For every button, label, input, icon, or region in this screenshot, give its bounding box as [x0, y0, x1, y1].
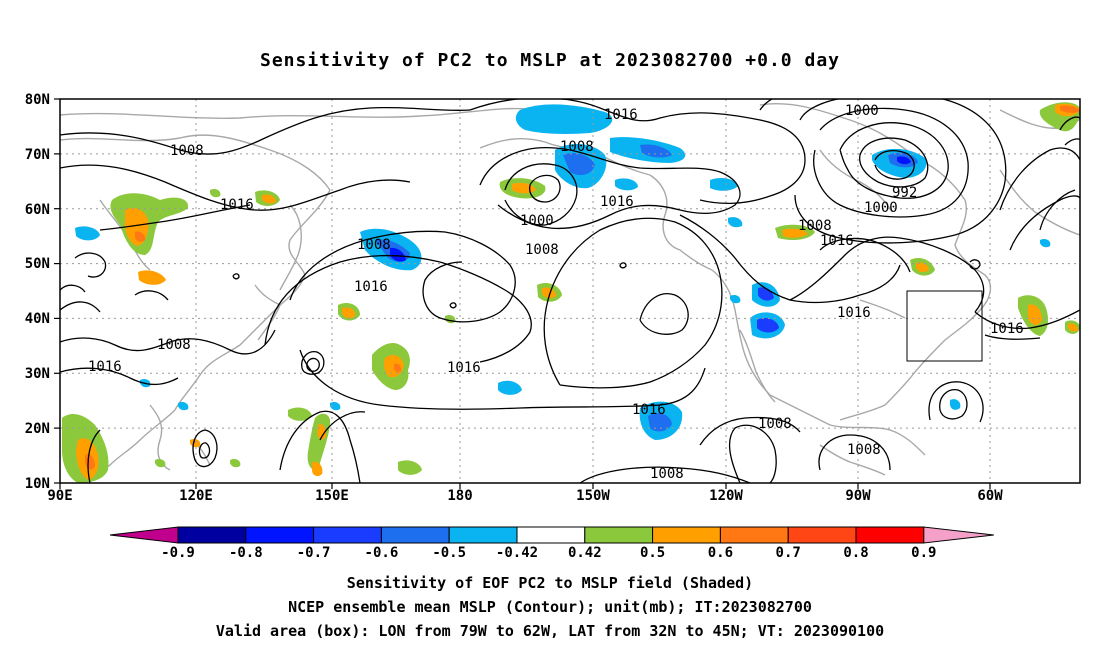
- contour-label: 1008: [170, 143, 204, 159]
- colorbar-segment: [719, 526, 789, 544]
- colorbar-segment: [313, 526, 382, 544]
- lat-label: 30N: [25, 366, 50, 382]
- lat-label: 60N: [25, 202, 50, 218]
- lon-label: 90W: [845, 488, 871, 504]
- contour-label: 1016: [604, 107, 638, 123]
- lat-label: 20N: [25, 421, 50, 437]
- colorbar-label: 0.5: [640, 545, 665, 561]
- contour-label: 1008: [798, 218, 832, 234]
- contour-label: 1016: [632, 402, 666, 418]
- contour-label: 1016: [990, 321, 1024, 337]
- lon-label: 180: [447, 488, 472, 504]
- mslp-contours: [60, 99, 1080, 483]
- colorbar-label: 0.8: [843, 545, 868, 561]
- colorbar: -0.9 -0.8 -0.7 -0.6 -0.5 -0.42 0.42 0.5 0.6 0.7 0.…: [109, 526, 994, 561]
- map-frame: [59, 98, 1081, 484]
- colorbar-segment: [245, 526, 315, 544]
- contour-label: 1016: [447, 360, 481, 376]
- lon-label: 90E: [47, 488, 72, 504]
- contour-label: 1008: [758, 416, 792, 432]
- colorbar-label: -0.6: [365, 545, 399, 561]
- lon-label: 150E: [315, 488, 349, 504]
- lat-label: 40N: [25, 311, 50, 327]
- lon-label: 120W: [709, 488, 743, 504]
- figure-title: Sensitivity of PC2 to MSLP at 2023082700…: [259, 50, 840, 71]
- colorbar-segment: [652, 526, 721, 544]
- contour-label: 992: [892, 185, 917, 201]
- axis-ticks: [54, 98, 991, 489]
- longitude-labels: 90E 120E 150E 180 150W 120W 90W 60W: [47, 488, 1003, 504]
- contour-label: 1008: [157, 337, 191, 353]
- contour-label: 1008: [357, 237, 391, 253]
- contour-labels: 1016 1008 1016 1008 1000 1016 1008 1000 …: [88, 103, 1024, 482]
- lon-label: 150W: [576, 488, 610, 504]
- valid-area-box: [906, 290, 983, 362]
- contour-label: 1016: [88, 359, 122, 375]
- contour-label: 1016: [354, 279, 388, 295]
- colorbar-segment: [855, 526, 925, 544]
- colorbar-segment: [448, 526, 518, 544]
- lat-label: 50N: [25, 256, 50, 272]
- caption-valid-area: Valid area (box): LON from 79W to 62W, L…: [215, 622, 885, 640]
- contour-label: 1000: [864, 200, 898, 216]
- contour-label: 1016: [220, 197, 254, 213]
- colorbar-label: 0.6: [708, 545, 733, 561]
- lat-label: 70N: [25, 147, 50, 163]
- colorbar-label: -0.42: [496, 545, 538, 561]
- contour-label: 1016: [820, 233, 854, 249]
- colorbar-high-arrow: [923, 526, 994, 544]
- lon-label: 60W: [977, 488, 1003, 504]
- lat-label: 80N: [25, 92, 50, 108]
- contour-label: 1008: [525, 242, 559, 258]
- contour-label: 1016: [600, 194, 634, 210]
- colorbar-segment: [177, 526, 247, 544]
- colorbar-segment: [380, 526, 450, 544]
- sensitivity-shading: [62, 102, 1080, 483]
- contour-label: 1000: [520, 213, 554, 229]
- contour-label: 1008: [650, 466, 684, 482]
- colorbar-label: 0.9: [911, 545, 936, 561]
- colorbar-label: 0.42: [568, 545, 602, 561]
- caption-shading: Sensitivity of EOF PC2 to MSLP field (Sh…: [346, 574, 754, 592]
- colorbar-segment: [787, 526, 857, 544]
- colorbar-label: -0.5: [432, 545, 466, 561]
- lon-label: 120E: [179, 488, 213, 504]
- colorbar-segment: [516, 526, 586, 544]
- colorbar-label: -0.7: [297, 545, 331, 561]
- contour-label: 1000: [845, 103, 879, 119]
- lat-label: 10N: [25, 476, 50, 492]
- contour-label: 1008: [847, 442, 881, 458]
- contour-label: 1016: [837, 305, 871, 321]
- colorbar-low-arrow: [109, 526, 179, 544]
- colorbar-label: 0.7: [776, 545, 801, 561]
- caption-contour: NCEP ensemble mean MSLP (Contour); unit(…: [288, 598, 812, 616]
- colorbar-segment: [584, 526, 654, 544]
- colorbar-label: -0.8: [229, 545, 263, 561]
- latitude-labels: 80N 70N 60N 50N 40N 30N 20N 10N: [25, 92, 50, 492]
- contour-label: 1008: [560, 139, 594, 155]
- colorbar-label: -0.9: [161, 545, 195, 561]
